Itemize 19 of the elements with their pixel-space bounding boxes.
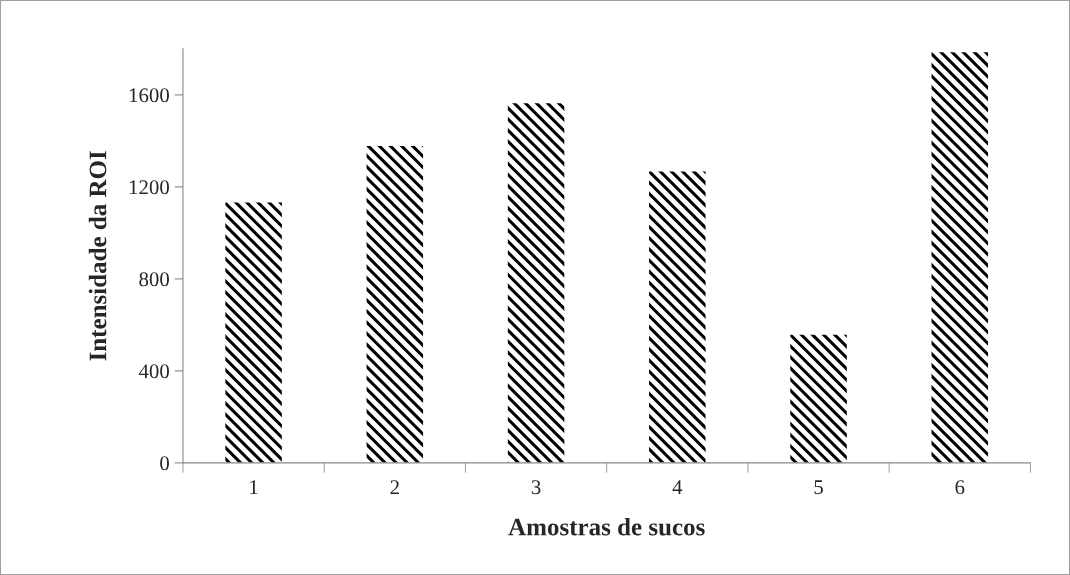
x-tick-label: 4: [672, 480, 683, 494]
bar: [790, 334, 847, 463]
x-axis-title: Amostras de sucos: [508, 517, 705, 536]
y-axis-title: Intensidade da ROI: [88, 151, 107, 361]
x-tick-label: 3: [531, 480, 541, 495]
x-tick-label: 2: [390, 480, 399, 494]
y-tick-label: 800: [139, 272, 169, 287]
x-tick-label: 5: [814, 480, 823, 495]
bar: [649, 171, 706, 463]
bar: [931, 52, 989, 463]
y-tick-label: 0: [160, 456, 169, 471]
y-tick-label: 1600: [129, 88, 169, 103]
bar: [507, 103, 565, 463]
y-tick-label: 1200: [129, 180, 169, 195]
y-tick-label: 400: [138, 364, 169, 379]
x-tick-label: 6: [955, 480, 965, 495]
bar: [366, 145, 424, 463]
x-tick-label: 1: [250, 480, 258, 494]
bar: [225, 202, 282, 463]
